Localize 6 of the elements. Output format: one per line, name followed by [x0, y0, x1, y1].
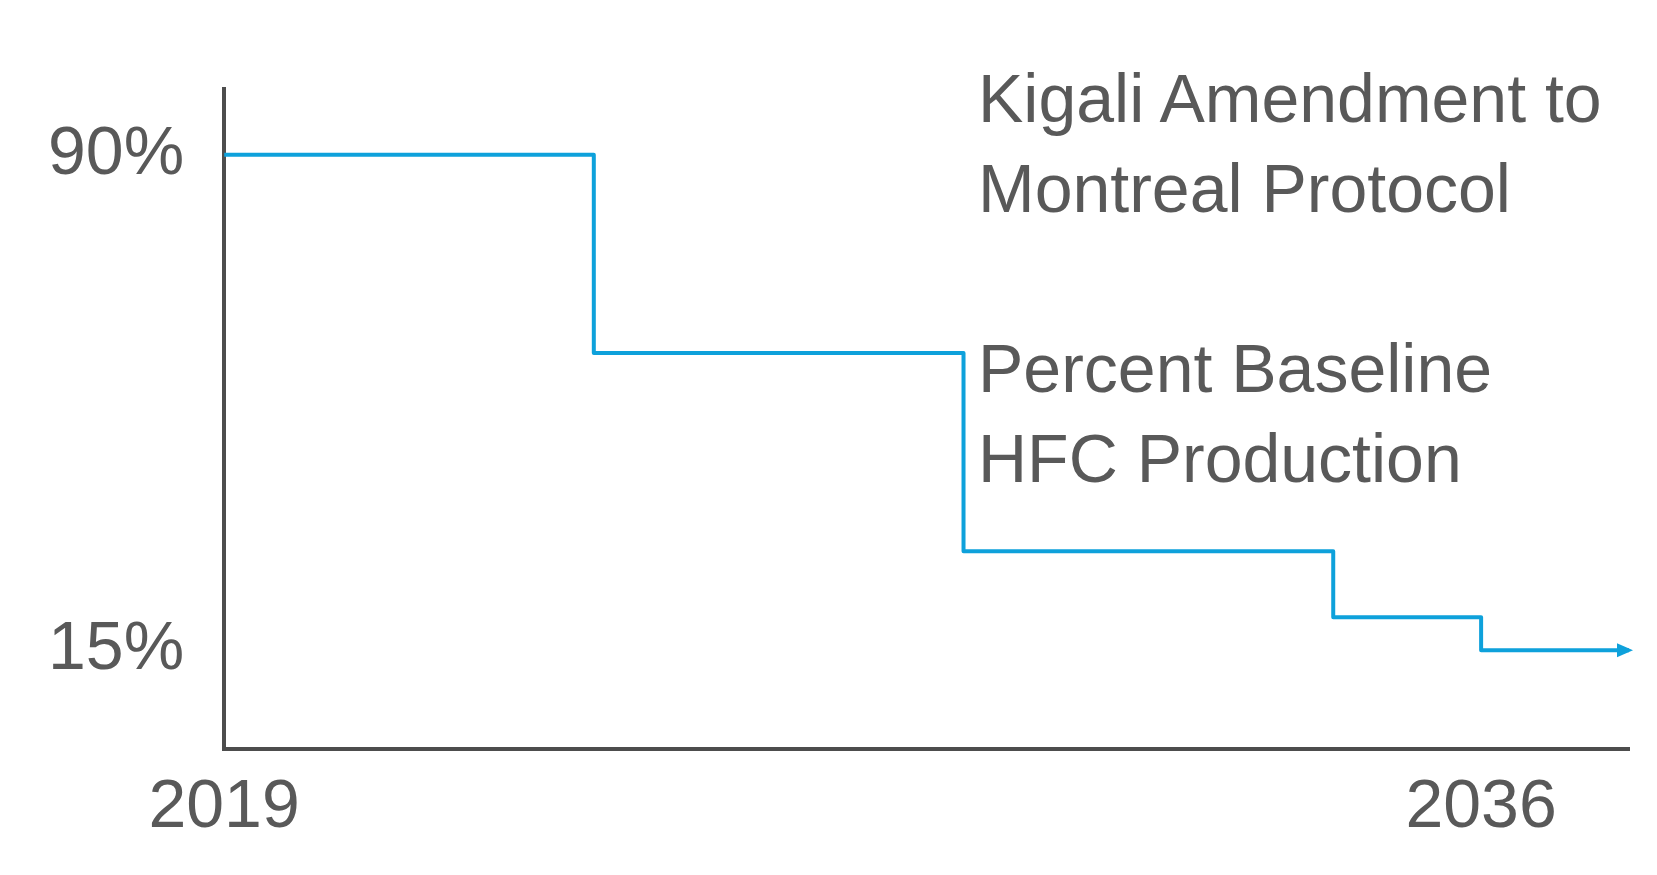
- text: Percent Baseline HFC Production: [978, 329, 1494, 498]
- x-tick-label: 2019: [148, 764, 300, 841]
- x-tick-label: 2036: [1405, 764, 1557, 841]
- y-tick-label: 90%: [47, 111, 185, 188]
- chart-title: Kigali Amendment to Montreal Protocol: [978, 59, 1603, 228]
- y-tick-label: 15%: [47, 607, 185, 684]
